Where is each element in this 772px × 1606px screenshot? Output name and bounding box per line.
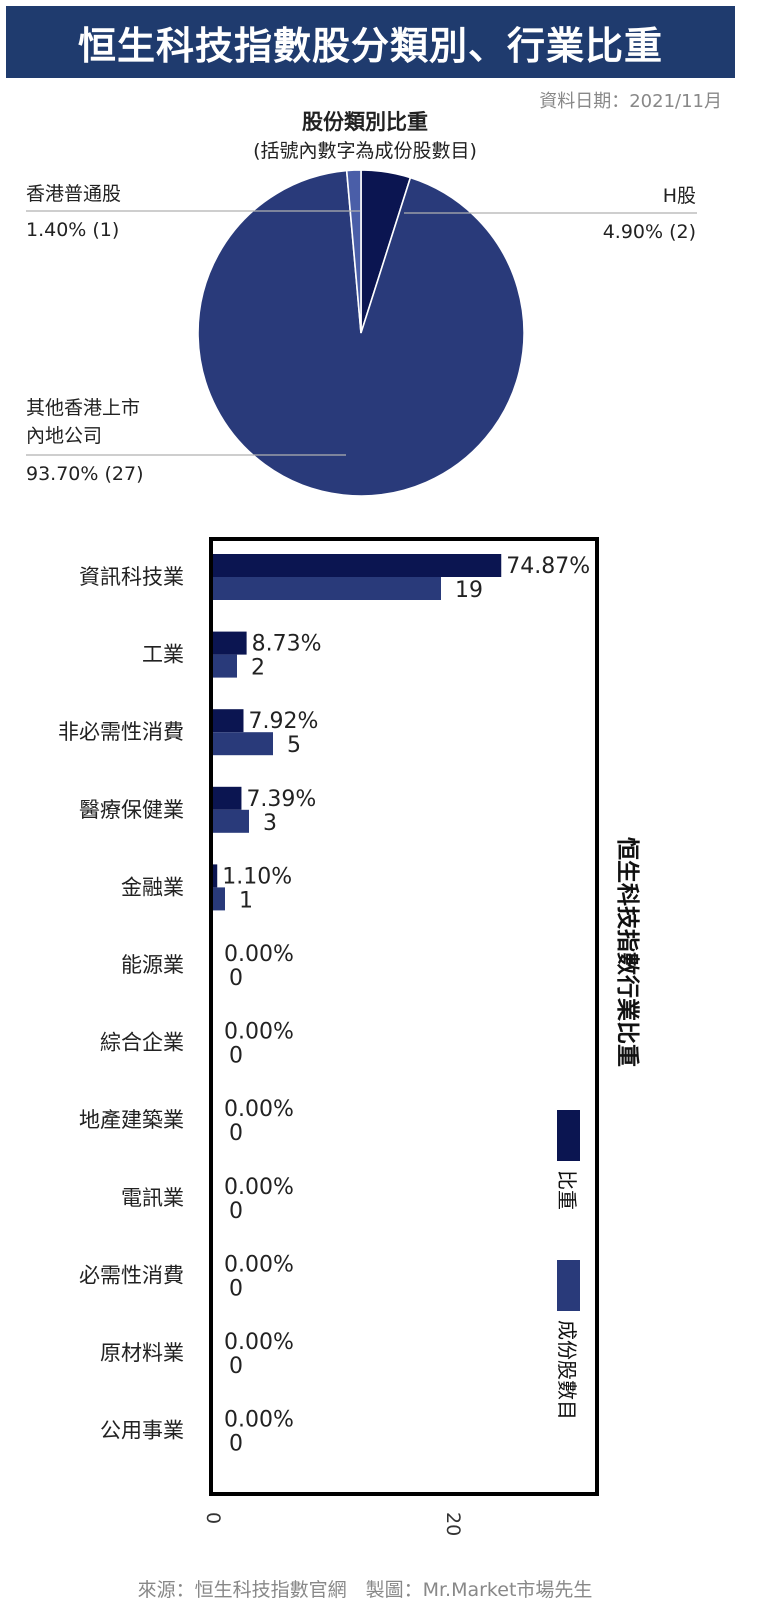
bar-weight-label: 7.92% — [248, 709, 318, 734]
pie-label-hk-ordinary: 香港普通股 — [26, 183, 122, 205]
legend-label-count: 成份股數目 — [555, 1320, 579, 1420]
pie-label-mainland-line1: 其他香港上市 — [26, 397, 141, 419]
bar-count-label: 0 — [229, 966, 243, 991]
bar-weight — [213, 631, 247, 655]
category-label: 金融業 — [121, 875, 184, 899]
pie-slice-mainland — [197, 169, 525, 497]
bar-count-label: 3 — [263, 811, 277, 836]
category-label: 醫療保健業 — [79, 798, 184, 822]
category-label: 地產建築業 — [79, 1108, 184, 1132]
category-label: 能源業 — [121, 953, 184, 977]
bar-weight — [213, 786, 242, 810]
legend-swatch-count — [557, 1260, 580, 1311]
bar-count — [213, 887, 225, 911]
pie-value-mainland: 93.70% (27) — [26, 463, 144, 485]
bar-weight-label: 0.00% — [224, 942, 294, 967]
bar-count — [213, 809, 249, 833]
legend-swatch-weight — [557, 1110, 580, 1161]
bar-count-label: 0 — [229, 1121, 243, 1146]
bar-weight — [213, 864, 218, 888]
pie-chart — [26, 169, 697, 497]
bar-count — [213, 732, 273, 756]
bar-count-label: 0 — [229, 1354, 243, 1379]
bar-count-label: 0 — [229, 1432, 243, 1457]
category-label: 工業 — [142, 643, 184, 667]
bar-count-label: 19 — [455, 578, 483, 603]
bar-weight-label: 0.00% — [224, 1020, 294, 1045]
bar-count-label: 2 — [251, 656, 265, 681]
bar-count-label: 0 — [229, 1276, 243, 1301]
bar-count-label: 0 — [229, 1199, 243, 1224]
category-label: 公用事業 — [100, 1419, 184, 1443]
bar-weight-label: 0.00% — [224, 1408, 294, 1433]
pie-chart-subtitle: (括號內數字為成份股數目) — [253, 140, 477, 162]
bar-weight-label: 74.87% — [506, 554, 590, 579]
industry-bar-chart: 資訊科技業 74.87% 19 工業 8.73%2 非必需性消費 7.92%5 醫療保健業 7.… — [58, 537, 641, 1536]
bar-weight — [213, 554, 502, 577]
category-label: 電訊業 — [121, 1186, 184, 1210]
pie-label-mainland-line2: 內地公司 — [26, 425, 103, 447]
bar-chart-frame — [209, 537, 599, 1496]
bar-count — [213, 654, 237, 678]
bar-weight-label: 7.39% — [246, 787, 316, 812]
bar-chart-title: 恒生科技指數行業比重 — [614, 837, 641, 1067]
x-tick-0: 0 — [202, 1512, 224, 1524]
category-label: 必需性消費 — [79, 1263, 184, 1287]
bar-count-label: 0 — [229, 1044, 243, 1069]
bar-weight-label: 0.00% — [224, 1252, 294, 1277]
category-label: 非必需性消費 — [58, 720, 184, 744]
x-tick-20: 20 — [442, 1512, 464, 1536]
pie-chart-title: 股份類別比重 — [302, 110, 428, 134]
bar-weight-label: 0.00% — [224, 1330, 294, 1355]
bar-weight — [213, 709, 244, 733]
category-label: 綜合企業 — [100, 1031, 184, 1055]
data-date: 資料日期：2021/11月 — [539, 91, 722, 112]
bar-count-label: 1 — [239, 888, 253, 913]
bar-count — [213, 577, 441, 600]
page-title: 恒生科技指數股分類別、行業比重 — [77, 23, 663, 68]
title-banner: 恒生科技指數股分類別、行業比重 — [6, 6, 735, 78]
source-footer: 來源：恒生科技指數官網 製圖：Mr.Market市場先生 — [137, 1579, 593, 1601]
pie-label-h-share: H股 — [662, 185, 696, 207]
pie-value-h-share: 4.90% (2) — [602, 221, 696, 243]
bar-weight-label: 8.73% — [252, 632, 322, 657]
bar-count-label: 5 — [287, 733, 301, 758]
legend-label-weight: 比重 — [555, 1170, 579, 1210]
bar-weight-label: 0.00% — [224, 1175, 294, 1200]
bar-weight-label: 0.00% — [224, 1097, 294, 1122]
bar-weight-label: 1.10% — [222, 864, 292, 889]
pie-value-hk-ordinary: 1.40% (1) — [26, 219, 120, 241]
category-label: 資訊科技業 — [79, 565, 184, 589]
category-label: 原材料業 — [100, 1341, 184, 1365]
